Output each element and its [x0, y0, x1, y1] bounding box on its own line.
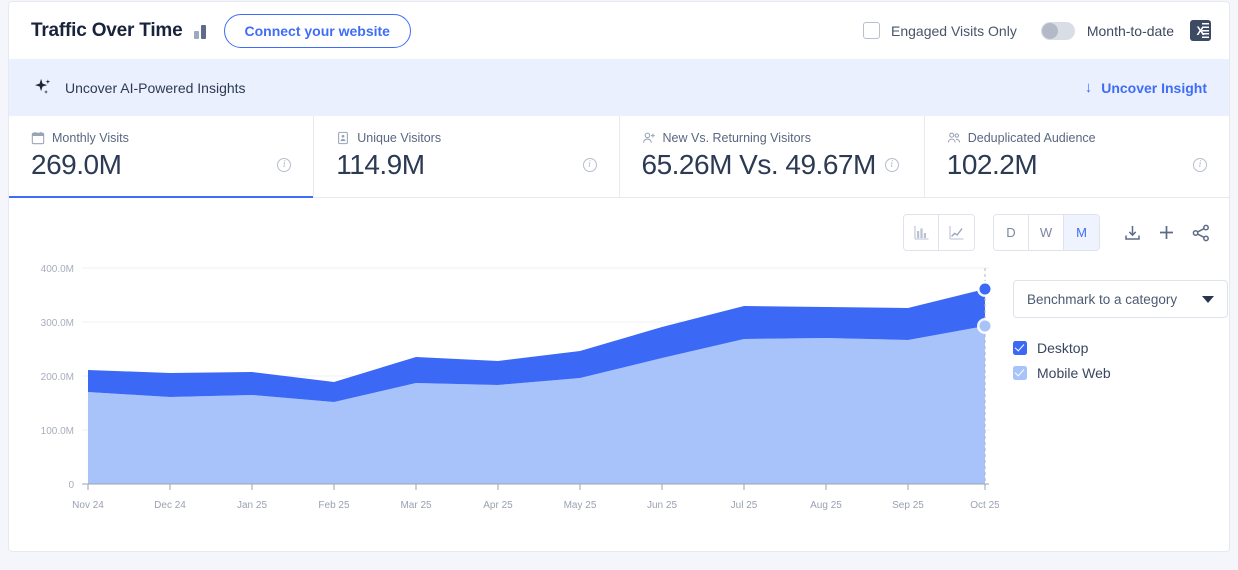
- kpi-card-new-vs-returning[interactable]: New Vs. Returning Visitors 65.26M Vs. 49…: [620, 116, 925, 197]
- chart-legend: Desktop Mobile Web: [1013, 335, 1228, 385]
- kpi-cards: Monthly Visits 269.0M i Unique Visitors …: [8, 116, 1230, 198]
- benchmark-label: Benchmark to a category: [1027, 291, 1178, 307]
- legend-checkbox-desktop[interactable]: [1013, 340, 1027, 355]
- legend-label: Mobile Web: [1037, 364, 1111, 381]
- svg-text:Aug 25: Aug 25: [810, 500, 842, 511]
- download-icon[interactable]: [1123, 223, 1142, 242]
- visitor-icon: [338, 131, 349, 145]
- svg-text:300.0M: 300.0M: [41, 318, 74, 329]
- traffic-area-chart[interactable]: 400.0M 300.0M 200.0M 100.0M 0 Nov 24 Dec …: [9, 260, 999, 550]
- benchmark-dropdown[interactable]: Benchmark to a category: [1013, 280, 1228, 318]
- uncover-insight-button[interactable]: ↓ Uncover Insight: [1085, 79, 1207, 96]
- kpi-card-monthly-visits[interactable]: Monthly Visits 269.0M i: [9, 116, 315, 198]
- share-icon[interactable]: [1191, 223, 1211, 243]
- header-controls: Engaged Visits Only Month-to-date X: [863, 20, 1211, 41]
- granularity-toggle-group: D W M: [993, 214, 1100, 251]
- x-axis-ticks: [87, 484, 986, 490]
- chart-toolbar: D W M: [903, 214, 1211, 251]
- svg-text:Dec 24: Dec 24: [154, 500, 186, 511]
- legend-item-desktop[interactable]: Desktop: [1013, 335, 1228, 360]
- kpi-value: 114.9M: [336, 149, 425, 180]
- info-icon[interactable]: i: [277, 158, 292, 172]
- svg-text:Apr 25: Apr 25: [483, 500, 513, 511]
- svg-text:0: 0: [68, 480, 74, 491]
- info-icon[interactable]: i: [884, 158, 899, 172]
- engaged-visits-label: Engaged Visits Only: [891, 22, 1017, 39]
- series-area-desktop: [88, 289, 985, 402]
- chart-panel: D W M: [8, 198, 1230, 552]
- kpi-label: Unique Visitors: [357, 131, 442, 145]
- engaged-visits-checkbox[interactable]: [863, 22, 880, 39]
- users-icon: [947, 132, 960, 143]
- legend-label: Desktop: [1037, 339, 1089, 356]
- download-arrow-icon: ↓: [1084, 79, 1093, 96]
- svg-text:100.0M: 100.0M: [41, 426, 74, 437]
- svg-text:200.0M: 200.0M: [41, 372, 74, 383]
- svg-text:Nov 24: Nov 24: [72, 500, 104, 511]
- line-chart-view-icon[interactable]: [939, 215, 974, 250]
- ai-insights-label: Uncover AI-Powered Insights: [65, 79, 246, 96]
- excel-grid: [1202, 23, 1209, 38]
- page-title: Traffic Over Time: [31, 19, 183, 41]
- svg-text:Oct 25: Oct 25: [970, 500, 999, 511]
- ai-insights-bar: Uncover AI-Powered Insights ↓ Uncover In…: [8, 59, 1230, 116]
- svg-text:400.0M: 400.0M: [41, 264, 74, 275]
- svg-text:Mar 25: Mar 25: [400, 500, 432, 511]
- month-to-date-label: Month-to-date: [1086, 22, 1174, 39]
- chart-actions: [1123, 223, 1211, 243]
- connect-website-button[interactable]: Connect your website: [223, 13, 411, 48]
- series-area-mobile-web: [88, 326, 985, 484]
- granularity-option-m[interactable]: M: [1064, 215, 1099, 250]
- kpi-card-deduplicated-audience[interactable]: Deduplicated Audience 102.2M i: [925, 116, 1229, 197]
- granularity-option-w[interactable]: W: [1029, 215, 1064, 250]
- chart-right-rail: Benchmark to a category Desktop Mobile W…: [1013, 280, 1228, 385]
- month-to-date-toggle[interactable]: [1040, 21, 1075, 40]
- sparkle-icon: [35, 78, 51, 94]
- bar-chart-view-icon[interactable]: [904, 215, 939, 250]
- toggle-knob: [1041, 22, 1058, 39]
- add-icon[interactable]: [1157, 223, 1176, 242]
- excel-export-icon[interactable]: X: [1190, 20, 1211, 41]
- svg-text:Sep 25: Sep 25: [892, 500, 924, 511]
- chevron-down-icon: [1202, 295, 1214, 303]
- excel-letter: X: [1196, 23, 1205, 38]
- kpi-label: Deduplicated Audience: [967, 131, 1096, 145]
- y-axis-labels: 400.0M 300.0M 200.0M 100.0M 0: [41, 264, 75, 491]
- svg-text:Jul 25: Jul 25: [731, 500, 758, 511]
- kpi-value: 65.26M Vs. 49.67M: [641, 149, 877, 180]
- bar-chart-icon: [193, 23, 206, 39]
- info-icon[interactable]: i: [1193, 158, 1207, 172]
- kpi-label: Monthly Visits: [52, 131, 129, 145]
- kpi-value: 269.0M: [31, 149, 122, 180]
- highlight-markers: [977, 281, 993, 334]
- kpi-value: 102.2M: [946, 149, 1038, 180]
- svg-text:Jan 25: Jan 25: [237, 500, 267, 511]
- panel-header: Traffic Over Time Connect your website E…: [8, 1, 1230, 59]
- svg-text:May 25: May 25: [564, 500, 597, 511]
- chart-type-toggle-group: [903, 214, 975, 251]
- svg-text:Feb 25: Feb 25: [318, 500, 350, 511]
- legend-item-mobile-web[interactable]: Mobile Web: [1013, 360, 1228, 385]
- uncover-insight-label: Uncover Insight: [1101, 79, 1207, 96]
- x-axis-labels: Nov 24 Dec 24 Jan 25 Feb 25 Mar 25 Apr 25 M…: [72, 500, 999, 511]
- info-icon[interactable]: i: [582, 158, 597, 172]
- user-plus-icon: [642, 132, 655, 143]
- legend-checkbox-mobile-web[interactable]: [1013, 365, 1027, 380]
- granularity-option-d[interactable]: D: [994, 215, 1029, 250]
- kpi-card-unique-visitors[interactable]: Unique Visitors 114.9M i: [314, 116, 620, 197]
- kpi-label: New Vs. Returning Visitors: [662, 131, 811, 145]
- svg-text:Jun 25: Jun 25: [647, 500, 677, 511]
- calendar-icon: [31, 131, 45, 145]
